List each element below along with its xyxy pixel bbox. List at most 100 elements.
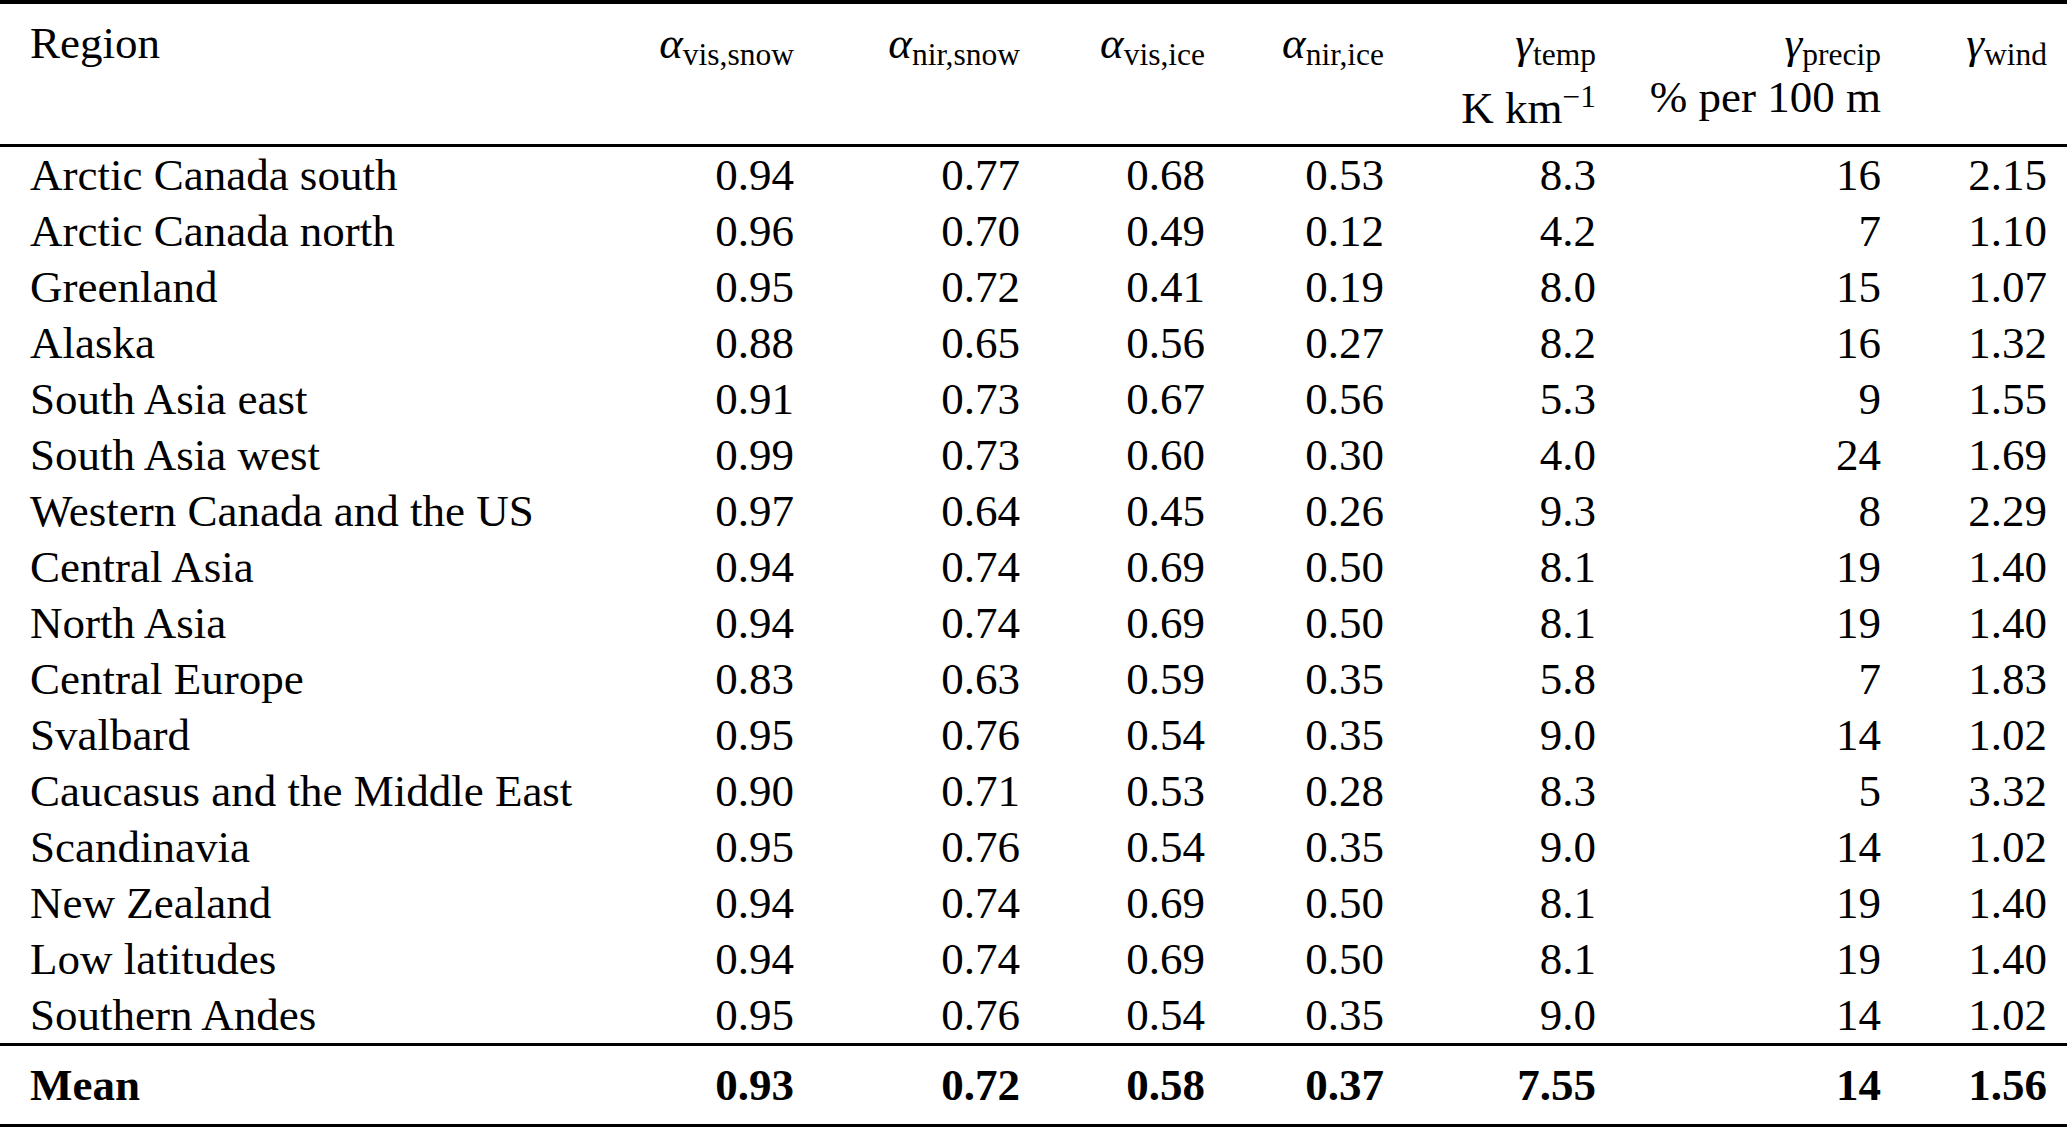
value-cell: 4.2 <box>1384 203 1596 259</box>
mean-label: Mean <box>0 1045 560 1126</box>
table-row: Low latitudes 0.94 0.74 0.69 0.50 8.1 19… <box>0 931 2067 987</box>
value-cell: 0.94 <box>560 595 794 651</box>
value-cell: 0.94 <box>560 146 794 204</box>
value-cell: 15 <box>1596 259 1881 315</box>
header-symbol: α <box>659 18 683 68</box>
mean-row: Mean 0.93 0.72 0.58 0.37 7.55 14 1.56 <box>0 1045 2067 1126</box>
value-cell: 0.73 <box>794 371 1020 427</box>
value-cell: 0.50 <box>1205 931 1384 987</box>
value-cell: 1.40 <box>1881 595 2067 651</box>
column-header-alpha-vis-ice: αvis,ice <box>1020 2 1205 146</box>
value-cell: 7 <box>1596 203 1881 259</box>
value-cell: 0.12 <box>1205 203 1384 259</box>
value-cell: 1.83 <box>1881 651 2067 707</box>
value-cell: 0.63 <box>794 651 1020 707</box>
header-subscript: nir,snow <box>912 37 1020 72</box>
value-cell: 0.94 <box>560 931 794 987</box>
value-cell: 5 <box>1596 763 1881 819</box>
region-cell: Svalbard <box>0 707 560 763</box>
value-cell: 0.35 <box>1205 707 1384 763</box>
header-subscript: temp <box>1533 37 1596 72</box>
value-cell: 8.0 <box>1384 259 1596 315</box>
region-cell: Scandinavia <box>0 819 560 875</box>
value-cell: 0.74 <box>794 595 1020 651</box>
value-cell: 24 <box>1596 427 1881 483</box>
value-cell: 1.69 <box>1881 427 2067 483</box>
value-cell: 0.90 <box>560 763 794 819</box>
value-cell: 0.73 <box>794 427 1020 483</box>
value-cell: 0.91 <box>560 371 794 427</box>
value-cell: 0.54 <box>1020 987 1205 1045</box>
region-cell: Southern Andes <box>0 987 560 1045</box>
value-cell: 0.35 <box>1205 819 1384 875</box>
value-cell: 9 <box>1596 371 1881 427</box>
table-row: South Asia west 0.99 0.73 0.60 0.30 4.0 … <box>0 427 2067 483</box>
value-cell: 16 <box>1596 146 1881 204</box>
value-cell: 8.1 <box>1384 875 1596 931</box>
header-symbol: α <box>888 18 912 68</box>
region-cell: South Asia east <box>0 371 560 427</box>
column-header-gamma-wind: γwind <box>1881 2 2067 146</box>
value-cell: 2.29 <box>1881 483 2067 539</box>
table-row: Arctic Canada north 0.96 0.70 0.49 0.12 … <box>0 203 2067 259</box>
value-cell: 0.56 <box>1020 315 1205 371</box>
mean-value-cell: 0.37 <box>1205 1045 1384 1126</box>
table-row: Caucasus and the Middle East 0.90 0.71 0… <box>0 763 2067 819</box>
value-cell: 0.69 <box>1020 931 1205 987</box>
column-header-alpha-nir-snow: αnir,snow <box>794 2 1020 146</box>
value-cell: 0.76 <box>794 707 1020 763</box>
value-cell: 0.96 <box>560 203 794 259</box>
value-cell: 0.28 <box>1205 763 1384 819</box>
mean-value-cell: 0.72 <box>794 1045 1020 1126</box>
value-cell: 0.49 <box>1020 203 1205 259</box>
value-cell: 8 <box>1596 483 1881 539</box>
header-symbol: α <box>1282 18 1306 68</box>
value-cell: 1.40 <box>1881 875 2067 931</box>
value-cell: 0.41 <box>1020 259 1205 315</box>
value-cell: 8.3 <box>1384 763 1596 819</box>
header-unit: % per 100 m <box>1596 70 1881 124</box>
value-cell: 0.54 <box>1020 707 1205 763</box>
table-row: Western Canada and the US 0.97 0.64 0.45… <box>0 483 2067 539</box>
table-row: Central Europe 0.83 0.63 0.59 0.35 5.8 7… <box>0 651 2067 707</box>
value-cell: 0.72 <box>794 259 1020 315</box>
value-cell: 0.69 <box>1020 875 1205 931</box>
value-cell: 14 <box>1596 707 1881 763</box>
value-cell: 0.68 <box>1020 146 1205 204</box>
region-cell: Central Europe <box>0 651 560 707</box>
column-header-alpha-vis-snow: αvis,snow <box>560 2 794 146</box>
table-row: Central Asia 0.94 0.74 0.69 0.50 8.1 19 … <box>0 539 2067 595</box>
header-symbol: γ <box>1966 18 1984 68</box>
region-cell: Greenland <box>0 259 560 315</box>
value-cell: 9.0 <box>1384 707 1596 763</box>
value-cell: 19 <box>1596 931 1881 987</box>
value-cell: 0.95 <box>560 707 794 763</box>
value-cell: 0.50 <box>1205 539 1384 595</box>
value-cell: 0.74 <box>794 539 1020 595</box>
value-cell: 1.55 <box>1881 371 2067 427</box>
value-cell: 8.2 <box>1384 315 1596 371</box>
value-cell: 0.65 <box>794 315 1020 371</box>
value-cell: 19 <box>1596 875 1881 931</box>
header-symbol: γ <box>1785 18 1803 68</box>
value-cell: 0.60 <box>1020 427 1205 483</box>
region-cell: New Zealand <box>0 875 560 931</box>
value-cell: 0.19 <box>1205 259 1384 315</box>
value-cell: 0.83 <box>560 651 794 707</box>
value-cell: 0.76 <box>794 987 1020 1045</box>
header-label: Region <box>30 18 160 68</box>
value-cell: 4.0 <box>1384 427 1596 483</box>
value-cell: 0.70 <box>794 203 1020 259</box>
header-symbol: α <box>1100 18 1124 68</box>
mean-value-cell: 0.93 <box>560 1045 794 1126</box>
value-cell: 0.35 <box>1205 987 1384 1045</box>
column-header-gamma-precip: γprecip % per 100 m <box>1596 2 1881 146</box>
value-cell: 0.69 <box>1020 595 1205 651</box>
table-row: New Zealand 0.94 0.74 0.69 0.50 8.1 19 1… <box>0 875 2067 931</box>
value-cell: 0.77 <box>794 146 1020 204</box>
value-cell: 0.99 <box>560 427 794 483</box>
region-cell: Central Asia <box>0 539 560 595</box>
value-cell: 0.35 <box>1205 651 1384 707</box>
value-cell: 14 <box>1596 819 1881 875</box>
header-subscript: precip <box>1802 37 1881 72</box>
